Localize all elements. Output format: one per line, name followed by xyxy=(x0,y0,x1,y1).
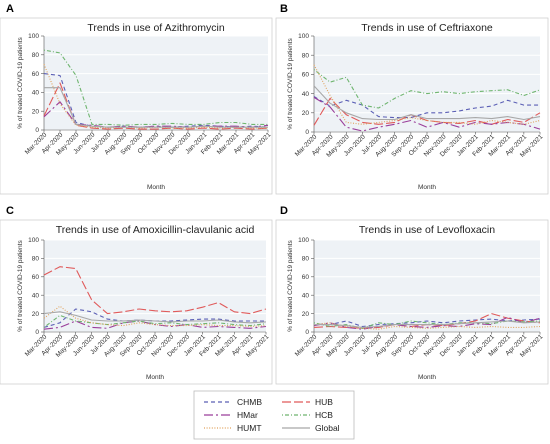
panel-letter-d: D xyxy=(280,205,288,217)
panel-title: Trends in use of Amoxicillin-clavulanic … xyxy=(56,224,255,236)
panel-letter-a: A xyxy=(6,3,14,15)
y-tick-label: 80 xyxy=(32,52,40,59)
panel-title: Trends in use of Levofloxacin xyxy=(359,224,495,236)
y-tick-label: 0 xyxy=(35,329,39,336)
y-tick-label: 60 xyxy=(302,274,310,281)
series-line-hub xyxy=(313,97,541,126)
panel-d: D Trends in use of Levofloxacin 0 20 40 60 80 1… xyxy=(275,205,549,385)
x-axis-title: Month xyxy=(418,184,436,191)
y-tick-label: 60 xyxy=(32,71,40,78)
series-line-humt xyxy=(313,64,541,125)
y-tick-label: 20 xyxy=(32,108,40,115)
y-tick-label: 40 xyxy=(32,292,40,299)
y-tick-label: 80 xyxy=(302,52,310,59)
series-line-hub xyxy=(43,266,267,315)
legend-label-hcb: HCB xyxy=(315,410,333,420)
panel-title: Trends in use of Ceftriaxone xyxy=(361,22,493,34)
series-line-global xyxy=(43,311,267,324)
series-line-global xyxy=(313,85,541,121)
series-line-hcb xyxy=(43,314,267,328)
series-line-chmb xyxy=(314,318,541,328)
y-tick-label: 60 xyxy=(302,72,310,79)
y-tick-label: 40 xyxy=(302,292,310,299)
x-axis-title: Month xyxy=(146,374,164,381)
legend-label-chmb: CHMB xyxy=(237,397,262,407)
y-axis-title: % of treated COVID-19 patients xyxy=(287,38,294,130)
y-tick-label: 100 xyxy=(28,33,39,40)
plot-area xyxy=(44,240,266,332)
legend-box xyxy=(193,390,355,440)
panel-c: C Trends in use of Amoxicillin-clavulanic… xyxy=(0,205,273,385)
plot-area xyxy=(44,36,268,130)
series-line-chmb xyxy=(43,308,266,328)
plot-area xyxy=(314,240,540,332)
legend-label-hmar: HMar xyxy=(237,410,258,420)
plot-area xyxy=(314,36,540,132)
panel-a: A Trends in use of Azithromycin 0 20 40 60 80 1… xyxy=(0,3,273,195)
legend-label-global: Global xyxy=(315,423,340,433)
legend-label-humt: HUMT xyxy=(237,423,262,433)
series-line-hub xyxy=(43,82,269,130)
legend-label-hub: HUB xyxy=(315,397,333,407)
y-tick-label: 20 xyxy=(302,110,310,117)
panel-b: B Trends in use of Ceftriaxone 0 20 40 60 80 10… xyxy=(275,3,549,195)
panel-letter-c: C xyxy=(6,205,14,217)
y-axis-title: % of treated COVID-19 patients xyxy=(287,240,294,332)
series-line-global xyxy=(44,87,268,128)
y-tick-label: 0 xyxy=(35,127,39,134)
legend: CHMB HUB HMar HCB HUMT Global xyxy=(193,390,355,440)
y-tick-label: 0 xyxy=(305,329,309,336)
y-tick-label: 80 xyxy=(32,256,40,263)
y-tick-label: 100 xyxy=(298,33,309,40)
y-tick-label: 100 xyxy=(298,237,309,244)
y-axis-title: % of treated COVID-19 patients xyxy=(17,240,24,332)
series-line-chmb xyxy=(43,73,269,128)
y-axis-title: % of treated COVID-19 patients xyxy=(17,37,24,129)
series-line-humt xyxy=(43,305,267,328)
panel-title: Trends in use of Azithromycin xyxy=(87,22,224,34)
y-tick-label: 20 xyxy=(302,311,310,318)
series-line-hmar xyxy=(313,316,541,330)
x-axis-title: Month xyxy=(418,374,436,381)
series-line-hcb xyxy=(313,69,541,109)
series-line-hmar xyxy=(313,96,541,132)
y-tick-label: 80 xyxy=(302,256,310,263)
series-line-global xyxy=(314,320,541,328)
y-tick-label: 60 xyxy=(32,274,40,281)
series-line-chmb xyxy=(313,96,540,119)
y-tick-label: 40 xyxy=(302,91,310,98)
y-tick-label: 100 xyxy=(28,237,39,244)
y-tick-label: 20 xyxy=(32,311,40,318)
x-axis-title: Month xyxy=(147,184,165,191)
y-tick-label: 40 xyxy=(32,90,40,97)
series-line-hcb xyxy=(43,49,268,126)
y-tick-label: 0 xyxy=(305,129,309,136)
panel-letter-b: B xyxy=(280,3,288,15)
